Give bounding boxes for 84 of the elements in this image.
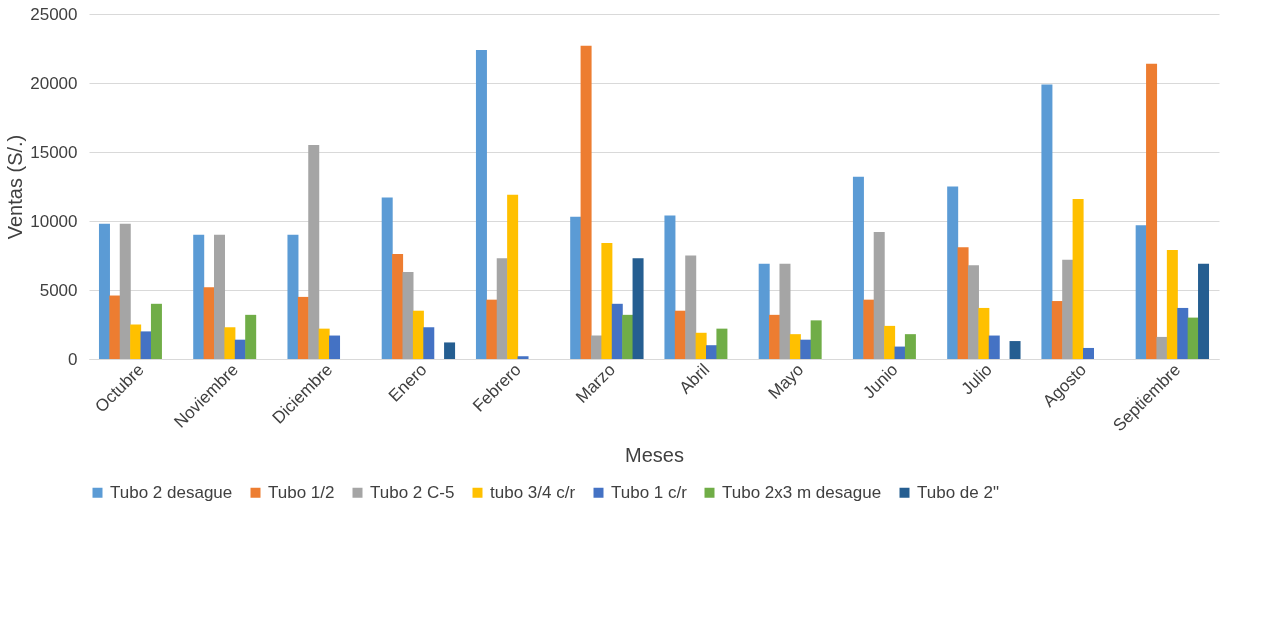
legend-label: Tubo 1/2: [268, 482, 335, 502]
bar: [570, 216, 582, 359]
bar: [444, 342, 456, 359]
bar: [140, 331, 152, 359]
bar: [852, 176, 864, 359]
bar: [1177, 307, 1189, 359]
bar: [685, 255, 697, 359]
bar: [318, 328, 330, 359]
bar: [758, 263, 770, 359]
bar: [1072, 198, 1084, 359]
y-tick-label: 15000: [30, 142, 78, 162]
bar: [716, 328, 728, 359]
bar: [224, 327, 236, 359]
bar: [1156, 336, 1168, 359]
bar: [392, 254, 404, 359]
y-tick-label: 0: [68, 349, 78, 369]
bar: [967, 265, 979, 359]
bar: [1198, 263, 1210, 359]
bar: [423, 327, 435, 359]
bar: [287, 234, 299, 359]
bar: [475, 49, 487, 359]
bar: [203, 287, 215, 359]
bar: [611, 303, 623, 359]
bar: [1187, 317, 1199, 359]
bar: [496, 258, 508, 359]
bar: [1051, 301, 1063, 359]
bar: [486, 299, 498, 359]
bar: [329, 335, 341, 359]
x-tick-label: Julio: [957, 360, 996, 399]
y-axis-title: Ventas (S/.): [4, 134, 27, 240]
legend-label: Tubo 2x3 m desague: [722, 482, 882, 502]
bar: [150, 303, 162, 359]
bar: [580, 45, 592, 359]
bar: [130, 324, 142, 359]
bar: [1041, 84, 1053, 359]
y-tick-label: 25000: [30, 4, 78, 24]
bar: [308, 145, 320, 359]
bar: [810, 320, 822, 359]
bar: [947, 186, 959, 359]
y-tick-label: 20000: [30, 73, 78, 93]
bar: [1009, 341, 1021, 359]
legend-label: Tubo 2 desague: [110, 482, 233, 502]
y-tick-label: 10000: [30, 211, 78, 231]
bar: [674, 310, 686, 359]
bar: [988, 335, 1000, 359]
bar: [800, 339, 812, 359]
bar: [119, 223, 131, 359]
x-axis-title: Meses: [625, 444, 684, 467]
bar: [193, 234, 205, 359]
bar: [214, 234, 225, 359]
bar: [412, 310, 424, 359]
bar: [1166, 249, 1178, 359]
bar: [904, 334, 916, 359]
bar: [957, 247, 969, 359]
bar: [664, 215, 676, 359]
bar: [1062, 259, 1074, 359]
bar: [695, 332, 707, 359]
bar: [601, 243, 613, 359]
bar: [402, 272, 414, 359]
legend-label: Tubo de 2": [917, 482, 999, 502]
y-tick-label: 5000: [39, 280, 78, 300]
bar: [873, 232, 885, 359]
bar: [769, 314, 781, 359]
bar: [507, 194, 519, 359]
legend-label: Tubo 1 c/r: [611, 482, 688, 502]
bar: [884, 325, 896, 359]
bar: [381, 197, 393, 359]
bar: [978, 307, 990, 359]
bar: [1083, 347, 1094, 359]
bar: [632, 258, 644, 359]
bar: [1146, 63, 1158, 359]
bar: [297, 296, 309, 359]
bar: [706, 345, 718, 359]
bar: [622, 314, 634, 359]
bar: [517, 356, 529, 359]
bar: [779, 263, 791, 359]
bar: [109, 295, 121, 359]
bar: [98, 223, 110, 359]
bar: [1135, 225, 1147, 359]
legend-label: Tubo 2 C-5: [370, 482, 455, 502]
bar: [245, 314, 257, 359]
bar: [789, 334, 801, 359]
bar: [863, 299, 875, 359]
legend-label: tubo 3/4 c/r: [490, 482, 576, 502]
